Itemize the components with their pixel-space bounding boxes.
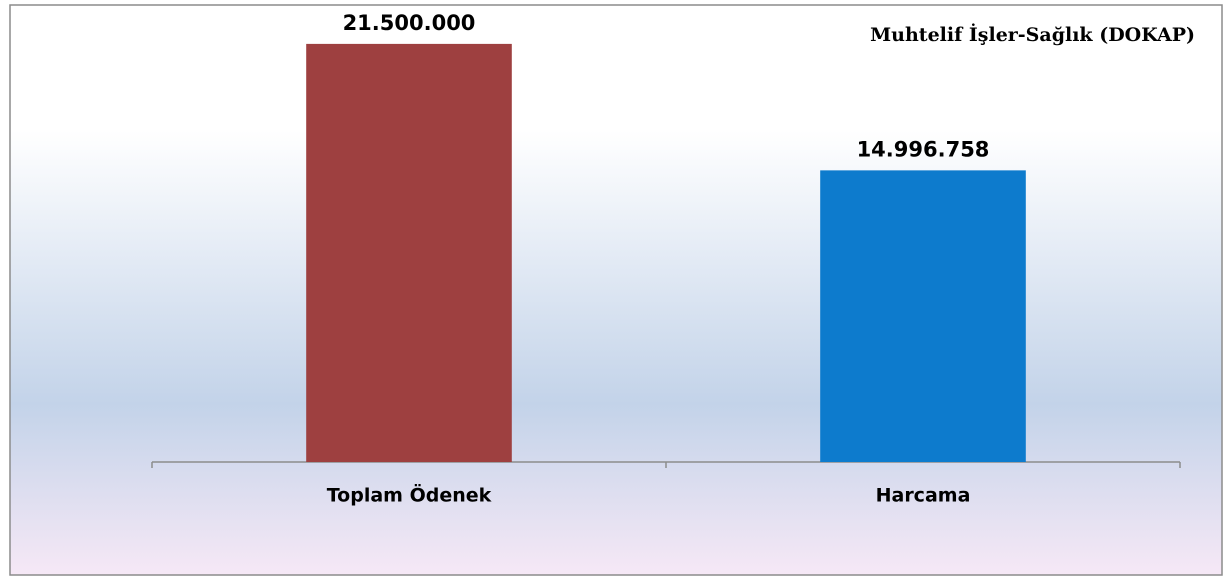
data-label: 14.996.758 <box>857 137 990 161</box>
chart-frame <box>9 4 1223 576</box>
x-tick-label: Harcama <box>876 485 971 507</box>
bar <box>820 170 1026 463</box>
x-tick-label: Toplam Ödenek <box>327 483 492 507</box>
bar <box>306 43 512 462</box>
data-label: 21.500.000 <box>343 11 476 35</box>
chart-title: Muhtelif İşler-Sağlık (DOKAP) <box>870 23 1195 46</box>
